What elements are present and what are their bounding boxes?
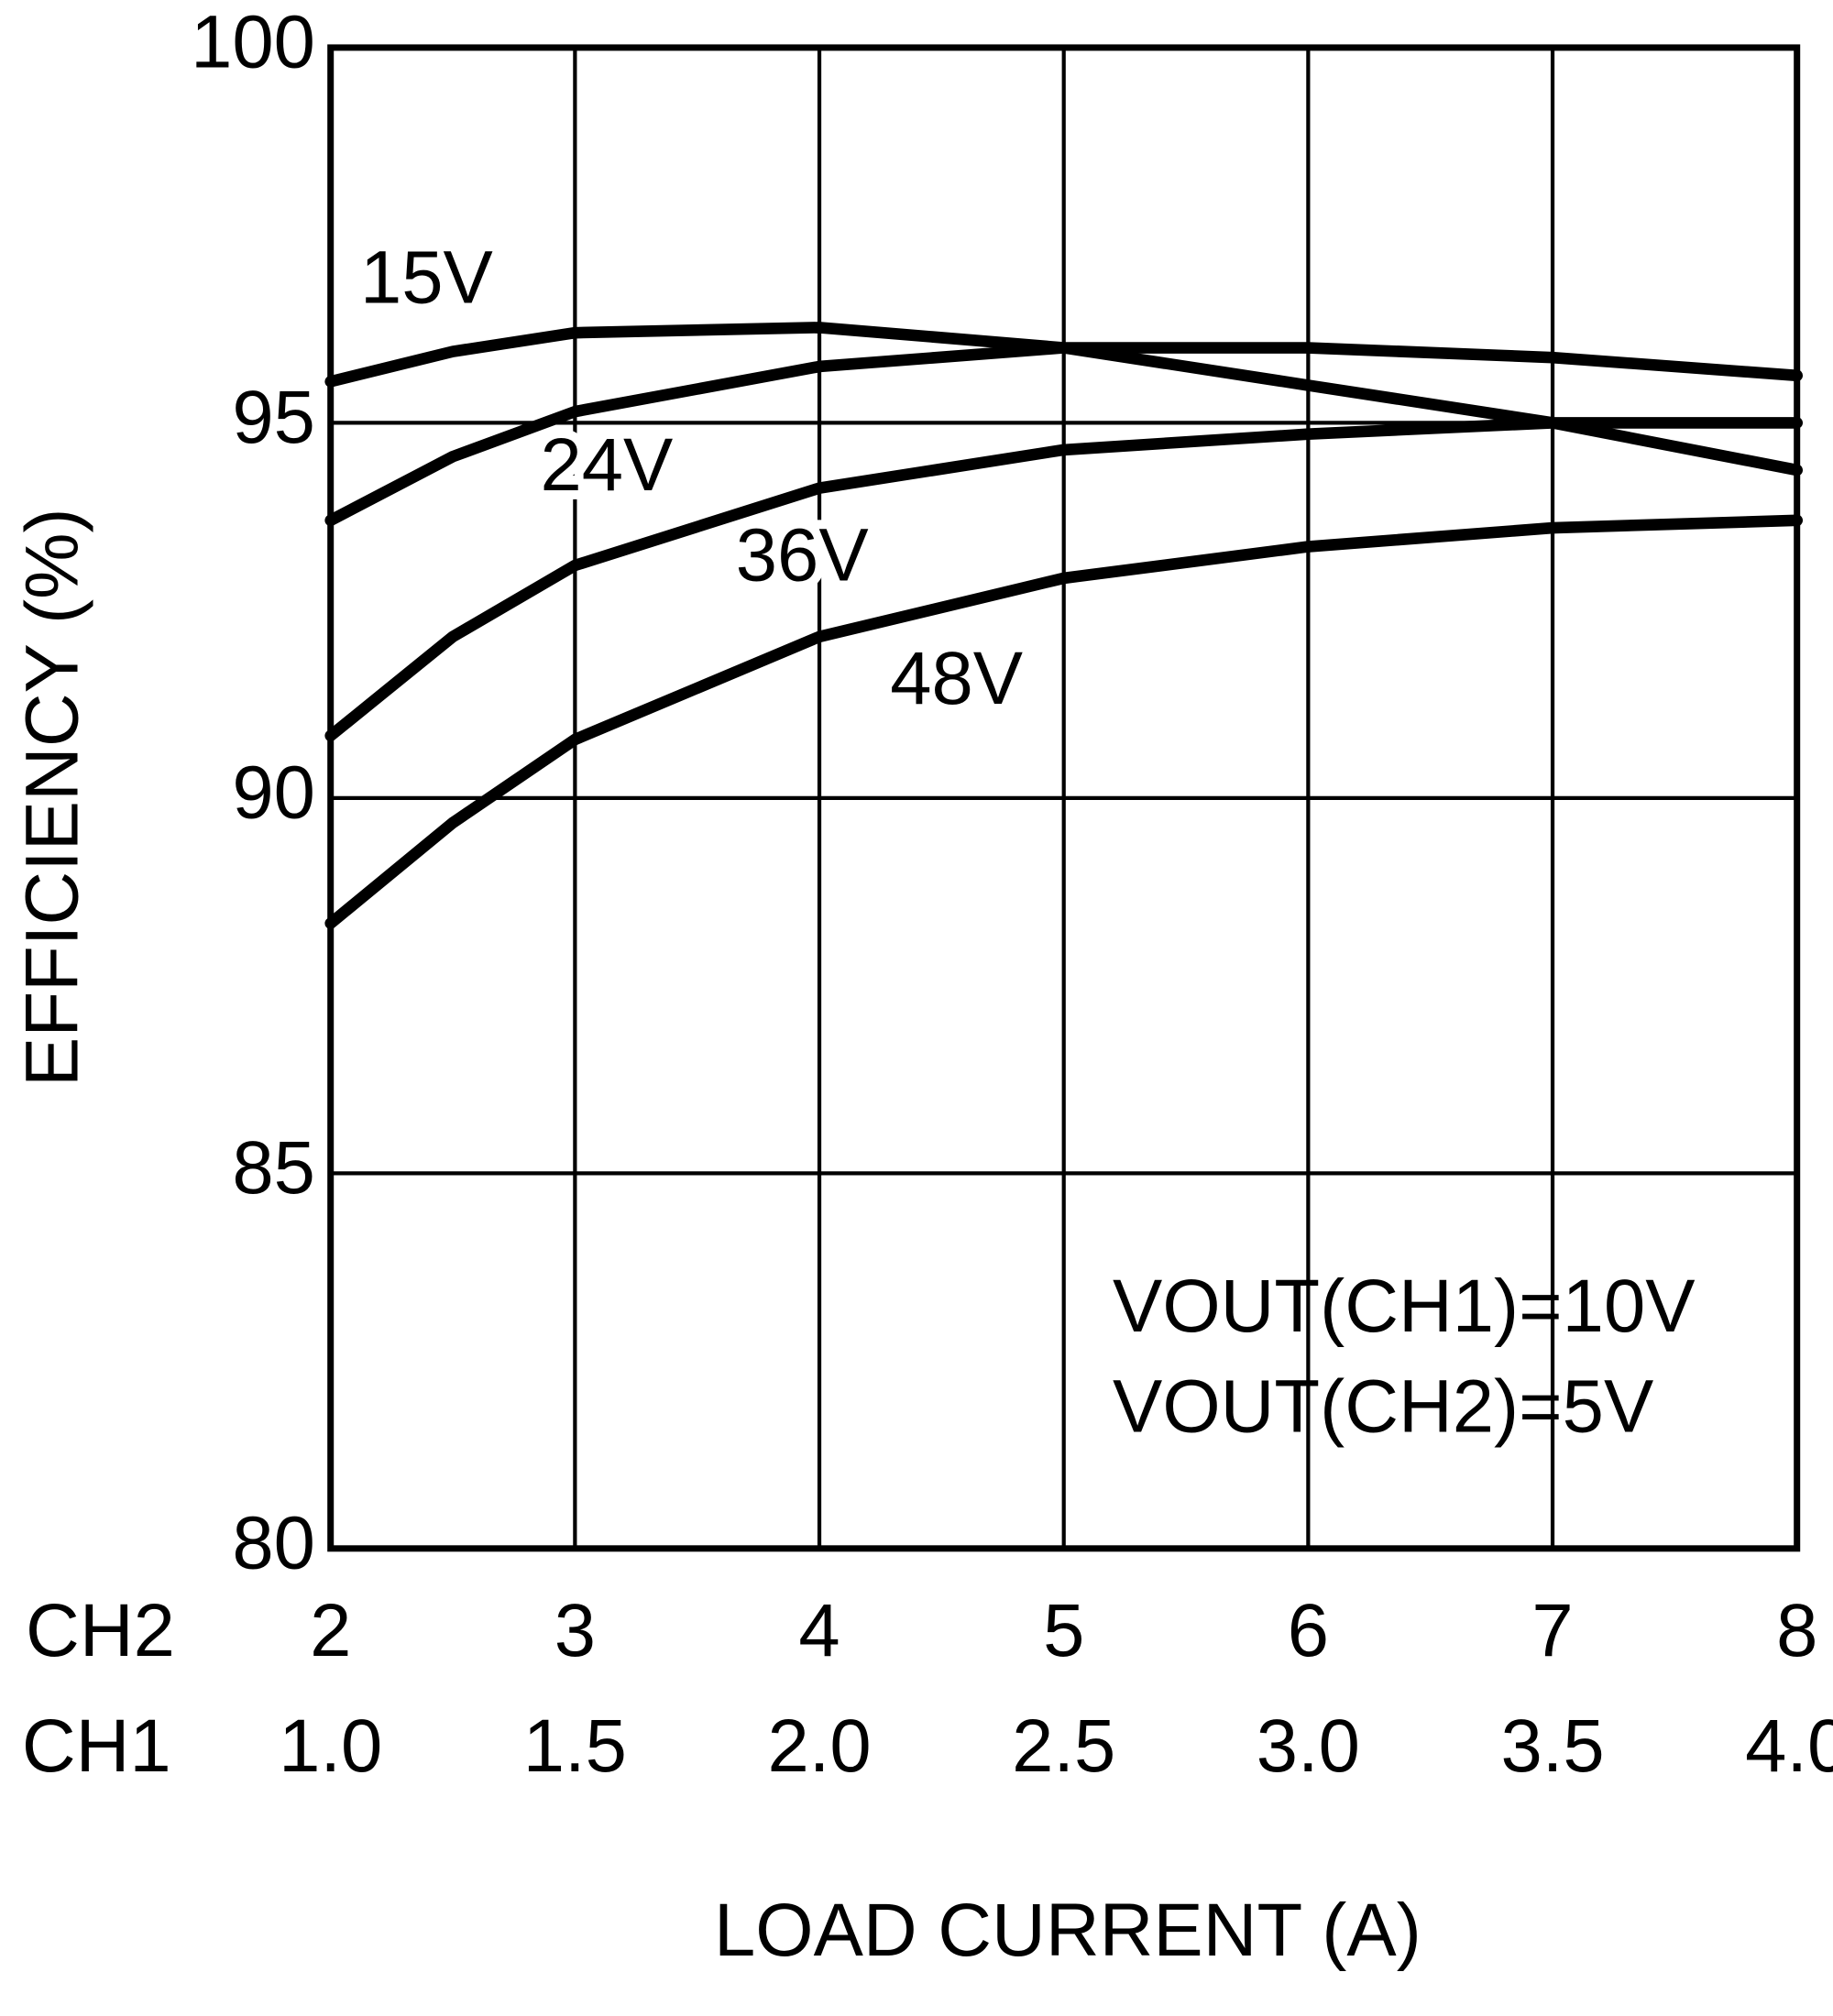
x2-tick-label: 2.0 — [767, 1704, 871, 1788]
x2-tick-label: 3.0 — [1257, 1704, 1360, 1788]
x2-tick-label: 4.0 — [1745, 1704, 1833, 1788]
y-axis-title: EFFICIENCY (%) — [11, 508, 94, 1087]
series-line — [324, 514, 1804, 929]
y-tick-label: 95 — [232, 376, 315, 459]
x-row-label: CH2 — [26, 1589, 175, 1672]
x-tick-label: 2 — [310, 1589, 351, 1672]
x2-tick-label: 2.5 — [1012, 1704, 1115, 1788]
x-tick-label: 6 — [1288, 1589, 1329, 1672]
annotation: VOUT(CH1)=10V — [1113, 1265, 1695, 1348]
x-axis-title: LOAD CURRENT (A) — [714, 1889, 1421, 1972]
x2-tick-label: 1.0 — [279, 1704, 382, 1788]
series-label: 48V — [890, 637, 1023, 720]
series-label: 15V — [360, 236, 493, 319]
x2-tick-label: 3.5 — [1500, 1704, 1604, 1788]
y-tick-label: 100 — [191, 0, 315, 83]
y-tick-label: 80 — [232, 1501, 315, 1584]
plot-frame — [327, 44, 1801, 1552]
annotation: VOUT(CH2)=5V — [1113, 1365, 1653, 1449]
x-tick-label: 7 — [1531, 1589, 1573, 1672]
x-tick-label: 3 — [554, 1589, 596, 1672]
series-label: 36V — [736, 513, 869, 597]
series-line — [324, 322, 1804, 477]
series-label: 24V — [540, 423, 673, 507]
series-line — [324, 342, 1804, 527]
y-tick-label: 90 — [232, 751, 315, 834]
y-tick-label: 85 — [232, 1126, 315, 1210]
x-tick-label: 5 — [1043, 1589, 1084, 1672]
x-tick-label: 4 — [798, 1589, 840, 1672]
x-tick-label: 8 — [1776, 1589, 1817, 1672]
x2-row-label: CH1 — [22, 1704, 171, 1788]
series-line — [324, 417, 1804, 742]
x2-tick-label: 1.5 — [523, 1704, 627, 1788]
